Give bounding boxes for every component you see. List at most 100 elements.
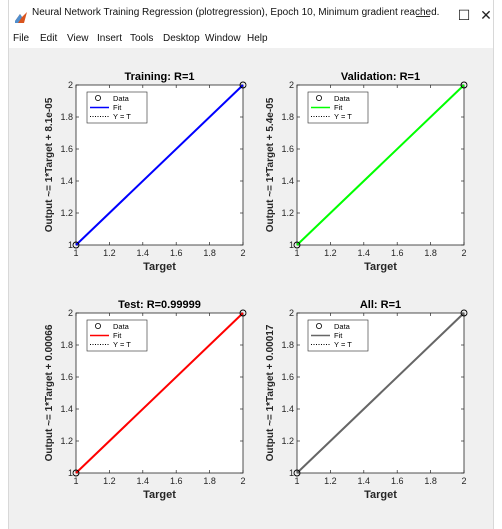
- y-tick-label: 1.4: [281, 404, 294, 414]
- y-axis-label: Output ~= 1*Target + 0.00066: [44, 324, 55, 461]
- y-tick-label: 2: [289, 80, 294, 90]
- menu-tools[interactable]: Tools: [130, 33, 154, 44]
- x-tick-label: 2: [461, 476, 466, 486]
- close-button[interactable]: ✕: [480, 7, 492, 23]
- x-tick-label: 2: [461, 248, 466, 258]
- fit-line: [296, 312, 465, 474]
- menu-edit[interactable]: Edit: [40, 33, 58, 44]
- x-tick-label: 1.2: [103, 476, 116, 486]
- plot-title: All: R=1: [360, 299, 401, 311]
- y-tick-label: 2: [68, 308, 73, 318]
- legend-fit-label: Fit: [113, 103, 122, 112]
- window-title: Neural Network Training Regression (plot…: [32, 7, 440, 18]
- regression-plot-4: 1 1.2 1.4 1.6 1.8 2 1 1.2 1.4 1.6 1.8 2 All: R=1 Targ…: [265, 299, 468, 501]
- data-point: [460, 81, 468, 89]
- legend-data-label: Data: [334, 94, 351, 103]
- y-tick-label: 1.8: [60, 340, 73, 350]
- x-axis-label: Target: [143, 261, 176, 273]
- x-tick-label: 1.6: [391, 476, 404, 486]
- y-tick-label: 1.4: [60, 176, 73, 186]
- x-tick-label: 1.4: [358, 248, 371, 258]
- plot-title: Test: R=0.99999: [118, 299, 201, 311]
- data-point: [72, 241, 80, 249]
- y-tick-label: 1: [68, 240, 73, 250]
- menu-help[interactable]: Help: [247, 33, 268, 44]
- y-tick-label: 1.8: [60, 112, 73, 122]
- legend-data-label: Data: [113, 322, 130, 331]
- fit-line: [75, 84, 244, 246]
- y-tick-label: 1: [289, 240, 294, 250]
- menu-bar: File Edit View Insert Tools Desktop Wind…: [9, 30, 493, 48]
- legend-yt-label: Y = T: [334, 340, 352, 349]
- x-axis-label: Target: [364, 261, 397, 273]
- menu-window[interactable]: Window: [205, 33, 241, 44]
- menu-desktop[interactable]: Desktop: [163, 33, 200, 44]
- regression-plot-2: 1 1.2 1.4 1.6 1.8 2 1 1.2 1.4 1.6 1.8 2 Validation: …: [265, 71, 468, 273]
- x-tick-label: 1.8: [424, 248, 437, 258]
- y-tick-label: 1.4: [281, 176, 294, 186]
- minimize-button[interactable]: —: [416, 7, 430, 23]
- data-point: [293, 469, 301, 477]
- plot-title: Training: R=1: [125, 71, 195, 83]
- y-tick-label: 1.6: [281, 144, 294, 154]
- figure-canvas: 1 1.2 1.4 1.6 1.8 2 1 1.2 1.4 1.6 1.8 2 Training: R=…: [9, 48, 493, 529]
- y-tick-label: 1.2: [281, 436, 294, 446]
- x-tick-label: 1: [73, 476, 78, 486]
- y-tick-label: 1.4: [60, 404, 73, 414]
- menu-insert[interactable]: Insert: [97, 33, 123, 44]
- x-tick-label: 1: [294, 248, 299, 258]
- legend-data-marker: [315, 322, 322, 329]
- y-tick-label: 1.6: [60, 144, 73, 154]
- x-tick-label: 1.6: [391, 248, 404, 258]
- x-axis-label: Target: [364, 489, 397, 501]
- regression-plot-3: 1 1.2 1.4 1.6 1.8 2 1 1.2 1.4 1.6 1.8 2 Test: R=0.99…: [44, 299, 247, 501]
- x-tick-label: 1.6: [170, 476, 183, 486]
- data-point: [239, 81, 247, 89]
- x-tick-label: 1.8: [203, 248, 216, 258]
- legend-fit-label: Fit: [334, 103, 343, 112]
- x-tick-label: 1.8: [203, 476, 216, 486]
- x-tick-label: 2: [240, 248, 245, 258]
- y-tick-label: 1.2: [60, 436, 73, 446]
- legend-yt-label: Y = T: [113, 340, 131, 349]
- menu-view[interactable]: View: [67, 33, 89, 44]
- y-axis-label: Output ~= 1*Target + 5.4e-05: [265, 97, 276, 232]
- x-tick-label: 1.2: [103, 248, 116, 258]
- title-bar[interactable]: Neural Network Training Regression (plot…: [9, 0, 493, 30]
- x-tick-label: 1: [294, 476, 299, 486]
- x-tick-label: 1.4: [137, 248, 150, 258]
- x-tick-label: 1.2: [324, 476, 337, 486]
- y-tick-label: 1.2: [281, 208, 294, 218]
- x-tick-label: 1.2: [324, 248, 337, 258]
- y-axis-label: Output ~= 1*Target + 0.00017: [265, 324, 276, 461]
- y-tick-label: 1.6: [281, 372, 294, 382]
- fit-line: [296, 84, 465, 246]
- legend-data-label: Data: [113, 94, 130, 103]
- legend-yt-label: Y = T: [113, 112, 131, 121]
- regression-plots: 1 1.2 1.4 1.6 1.8 2 1 1.2 1.4 1.6 1.8 2 Training: R=…: [44, 71, 468, 501]
- menu-file[interactable]: File: [13, 33, 30, 44]
- x-axis-label: Target: [143, 489, 176, 501]
- y-tick-label: 1.6: [60, 372, 73, 382]
- legend-yt-label: Y = T: [334, 112, 352, 121]
- x-tick-label: 2: [240, 476, 245, 486]
- figure-window: Neural Network Training Regression (plot…: [8, 0, 494, 529]
- fit-line: [75, 312, 244, 474]
- legend-data-marker: [315, 95, 322, 102]
- plot-title: Validation: R=1: [341, 71, 420, 83]
- y-tick-label: 1.2: [60, 208, 73, 218]
- y-axis-label: Output ~= 1*Target + 8.1e-05: [44, 97, 55, 232]
- legend-fit-label: Fit: [334, 331, 343, 340]
- legend-data-label: Data: [334, 322, 351, 331]
- matlab-icon: [15, 10, 27, 23]
- y-tick-label: 1.8: [281, 340, 294, 350]
- x-tick-label: 1.8: [424, 476, 437, 486]
- x-tick-label: 1.6: [170, 248, 183, 258]
- x-tick-label: 1.4: [358, 476, 371, 486]
- maximize-button[interactable]: ☐: [457, 7, 471, 23]
- y-tick-label: 1: [289, 468, 294, 478]
